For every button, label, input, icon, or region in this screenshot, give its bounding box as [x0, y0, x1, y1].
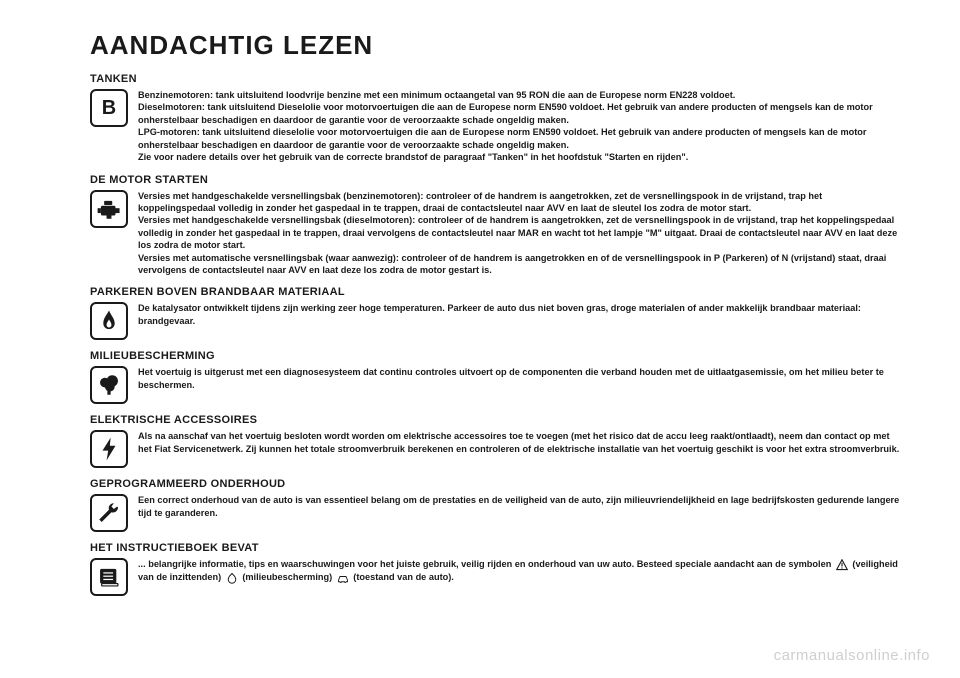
section-body: Als na aanschaf van het voertuig beslote… — [90, 430, 900, 468]
section-title: TANKEN — [90, 73, 900, 85]
wrench-icon — [90, 494, 128, 532]
section-body: De katalysator ontwikkelt tijdens zijn w… — [90, 302, 900, 340]
section: PARKEREN BOVEN BRANDBAAR MATERIAAL De kat… — [90, 286, 900, 340]
watermark: carmanualsonline.info — [774, 647, 930, 664]
section-body: Een correct onderhoud van de auto is van… — [90, 494, 900, 532]
section-text: Een correct onderhoud van de auto is van… — [138, 494, 900, 519]
section: TANKEN B Benzinemotoren: tank uitsluitend … — [90, 73, 900, 164]
manual-page: AANDACHTIG LEZEN TANKEN B Benzinemotoren: … — [0, 0, 960, 678]
section-text: Benzinemotoren: tank uitsluitend loodvri… — [138, 89, 900, 164]
section-title: ELEKTRISCHE ACCESSOIRES — [90, 414, 900, 426]
section-text: Het voertuig is uitgerust met een diagno… — [138, 366, 900, 391]
flame-icon — [90, 302, 128, 340]
section: DE MOTOR STARTEN Versies met handgeschake… — [90, 174, 900, 277]
section-text: De katalysator ontwikkelt tijdens zijn w… — [138, 302, 900, 327]
section-text: Als na aanschaf van het voertuig beslote… — [138, 430, 900, 455]
environment-icon — [226, 572, 238, 584]
section-title: HET INSTRUCTIEBOEK BEVAT — [90, 542, 900, 554]
section-body: B Benzinemotoren: tank uitsluitend loodvr… — [90, 89, 900, 164]
warning-icon — [836, 559, 848, 571]
book-icon — [90, 558, 128, 596]
section-body: Het voertuig is uitgerust met een diagno… — [90, 366, 900, 404]
section-title: PARKEREN BOVEN BRANDBAAR MATERIAAL — [90, 286, 900, 298]
section-title: DE MOTOR STARTEN — [90, 174, 900, 186]
tree-icon — [90, 366, 128, 404]
car-icon — [337, 572, 349, 584]
section: HET INSTRUCTIEBOEK BEVAT ... belangrijke … — [90, 542, 900, 596]
fuel-letter-icon: B — [90, 89, 128, 127]
sections-container: TANKEN B Benzinemotoren: tank uitsluitend … — [90, 73, 900, 596]
section-body: Versies met handgeschakelde versnellings… — [90, 190, 900, 277]
engine-icon — [90, 190, 128, 228]
section-title: MILIEUBESCHERMING — [90, 350, 900, 362]
section-body: ... belangrijke informatie, tips en waar… — [90, 558, 900, 596]
section-text: ... belangrijke informatie, tips en waar… — [138, 558, 900, 583]
page-title: AANDACHTIG LEZEN — [90, 30, 900, 61]
bolt-icon — [90, 430, 128, 468]
section-text: Versies met handgeschakelde versnellings… — [138, 190, 900, 277]
section-title: GEPROGRAMMEERD ONDERHOUD — [90, 478, 900, 490]
section: ELEKTRISCHE ACCESSOIRES Als na aanschaf v… — [90, 414, 900, 468]
section: GEPROGRAMMEERD ONDERHOUD Een correct onde… — [90, 478, 900, 532]
section: MILIEUBESCHERMING Het voertuig is uitgeru… — [90, 350, 900, 404]
